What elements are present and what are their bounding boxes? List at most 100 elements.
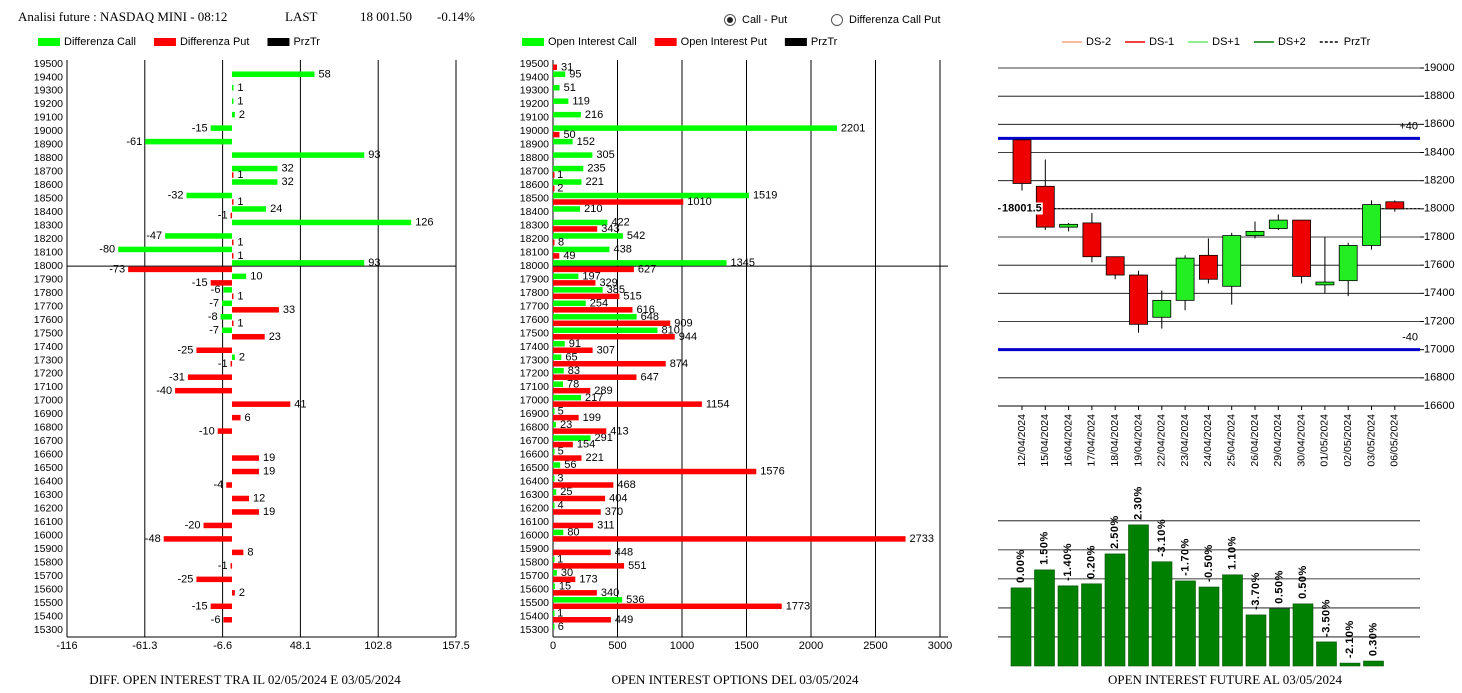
bar xyxy=(231,152,365,158)
bar xyxy=(553,448,555,455)
bar xyxy=(553,624,555,630)
y-tick-label: 19300 xyxy=(520,85,549,97)
bar xyxy=(553,125,837,131)
value-label: 221 xyxy=(586,452,604,464)
legend-swatch xyxy=(38,38,60,46)
value-label: 1010 xyxy=(687,196,711,208)
bar xyxy=(1057,585,1079,667)
y-tick-label: 19400 xyxy=(520,71,549,83)
bar xyxy=(553,603,782,610)
bar xyxy=(553,556,555,563)
bar xyxy=(222,327,232,334)
bar xyxy=(553,320,671,327)
value-label: -1 xyxy=(218,210,228,222)
bar xyxy=(1128,524,1149,667)
y-tick-label: 17500 xyxy=(520,327,549,339)
radio-dot xyxy=(727,17,733,23)
bar-label: -3.10% xyxy=(1156,519,1168,557)
radio-button[interactable] xyxy=(831,14,843,26)
value-label: 438 xyxy=(614,244,632,256)
bar-label: -3.70% xyxy=(1250,572,1262,610)
value-label: 15 xyxy=(559,580,571,592)
value-label: 2 xyxy=(239,587,245,599)
bar xyxy=(210,603,232,610)
value-label: 41 xyxy=(294,398,306,410)
y-tick-label: 18400 xyxy=(34,206,63,218)
bar-label: 1.50% xyxy=(1038,531,1050,565)
bar xyxy=(1198,586,1220,667)
value-label: 12 xyxy=(253,493,265,505)
x-tick-label: -6.6 xyxy=(213,640,232,652)
x-tick-label: 24/04/2024 xyxy=(1202,414,1214,467)
y-tick-label: 19500 xyxy=(34,58,63,70)
bar-label: 2.50% xyxy=(1109,515,1121,549)
bar xyxy=(1151,561,1173,667)
bar xyxy=(553,199,684,205)
bar xyxy=(1104,553,1126,667)
y-tick-label: 16900 xyxy=(520,408,549,420)
value-label: 627 xyxy=(638,264,656,276)
value-label: 93 xyxy=(368,257,380,269)
bar-label: 2.30% xyxy=(1132,486,1144,520)
bar-label: 0.20% xyxy=(1085,545,1097,579)
radio-label[interactable]: Call - Put xyxy=(742,14,787,26)
level-label: +40 xyxy=(1399,120,1418,132)
value-label: -6 xyxy=(211,284,221,296)
y-tick-label: 17800 xyxy=(1424,231,1455,243)
y-tick-label: 18600 xyxy=(34,179,63,191)
bar xyxy=(553,179,582,185)
bar xyxy=(553,576,576,583)
y-tick-label: 18800 xyxy=(1424,90,1455,102)
y-tick-label: 17100 xyxy=(520,381,549,393)
value-label: 5 xyxy=(558,405,564,417)
value-label: 2733 xyxy=(910,533,934,545)
chart-title: DIFF. OPEN INTEREST TRA IL 02/05/2024 E … xyxy=(89,672,401,687)
radio-label[interactable]: Differenza Call Put xyxy=(849,14,941,26)
bar xyxy=(231,71,315,77)
bar xyxy=(553,253,560,259)
y-tick-label: 16500 xyxy=(34,462,63,474)
value-label: 30 xyxy=(561,567,573,579)
y-tick-label: 18200 xyxy=(1424,175,1455,187)
y-tick-label: 15600 xyxy=(520,583,549,595)
value-label: 404 xyxy=(609,493,627,505)
value-label: 5 xyxy=(558,446,564,458)
bar xyxy=(186,192,232,199)
value-label: 305 xyxy=(596,149,614,161)
y-tick-label: 18600 xyxy=(520,179,549,191)
x-tick-label: 26/04/2024 xyxy=(1249,414,1261,467)
y-tick-label: 19100 xyxy=(34,112,63,124)
y-tick-label: 16000 xyxy=(520,529,549,541)
y-tick-label: 16300 xyxy=(520,489,549,501)
y-tick-label: 15600 xyxy=(34,583,63,595)
y-tick-label: 16100 xyxy=(34,516,63,528)
value-label: 254 xyxy=(590,297,608,309)
value-label: 154 xyxy=(577,439,595,451)
y-tick-label: 18500 xyxy=(520,193,549,205)
value-label: 49 xyxy=(563,250,575,262)
value-label: 1154 xyxy=(706,398,730,410)
value-label: 23 xyxy=(560,419,572,431)
x-tick-label: 06/05/2024 xyxy=(1389,414,1401,467)
y-tick-label: 16600 xyxy=(520,449,549,461)
value-label: 1 xyxy=(237,291,243,303)
bar xyxy=(231,165,278,172)
value-label: 311 xyxy=(597,520,615,532)
level-label: -40 xyxy=(1402,332,1418,344)
value-label: 1576 xyxy=(760,466,784,478)
last-label: LAST xyxy=(285,9,318,24)
value-label: 95 xyxy=(569,68,581,80)
y-tick-label: 17600 xyxy=(1424,259,1455,271)
legend-label: DS+1 xyxy=(1212,36,1240,48)
value-label: 65 xyxy=(565,351,577,363)
bar xyxy=(553,280,596,286)
bar xyxy=(553,509,601,515)
value-label: 1 xyxy=(237,237,243,249)
y-tick-label: 15300 xyxy=(520,624,549,636)
bar xyxy=(553,414,579,421)
bar xyxy=(187,374,232,380)
y-tick-label: 17600 xyxy=(520,314,549,326)
bar xyxy=(553,617,611,623)
value-label: 1 xyxy=(237,82,243,94)
